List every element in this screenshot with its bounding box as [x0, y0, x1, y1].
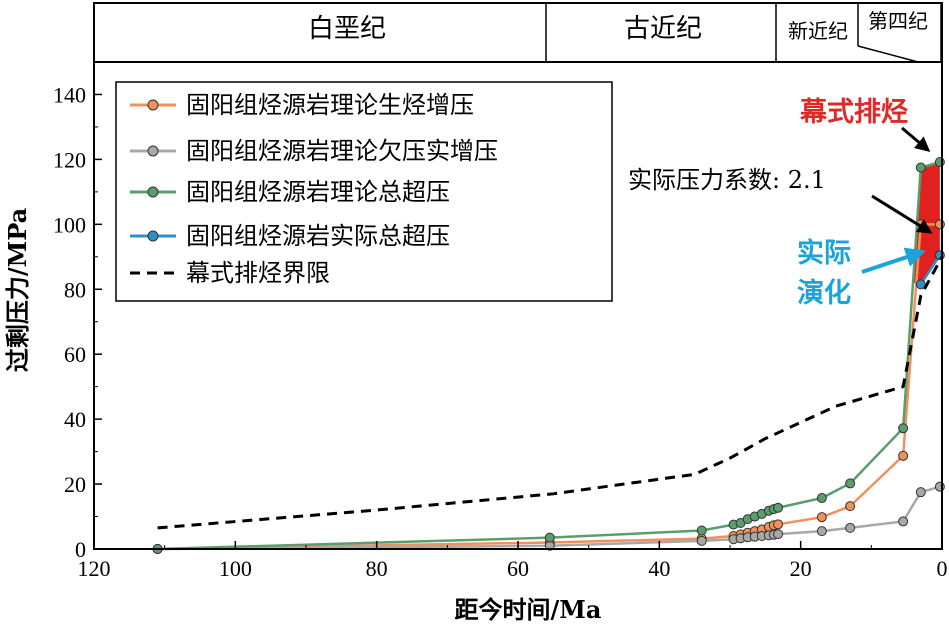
data-point-1: [696, 535, 707, 546]
y-tick-label: 40: [64, 407, 86, 432]
data-point-0: [898, 450, 909, 461]
data-point-1: [816, 526, 827, 537]
data-point-0: [773, 519, 784, 530]
legend-label-total-actual: 固阳组烃源岩实际总超压: [186, 222, 450, 250]
period-label-cretaceous: 白垩纪: [308, 14, 386, 44]
x-tick-label: 0: [937, 556, 948, 581]
data-point-1: [915, 487, 926, 498]
y-tick-label: 140: [53, 82, 86, 107]
legend-swatches: [130, 99, 176, 275]
annotation-actual-evolution-line1: 实际: [797, 237, 851, 269]
arrow-episodic: [901, 126, 931, 152]
y-tick-label: 60: [64, 342, 86, 367]
period-label-neogene: 新近纪: [788, 19, 848, 43]
data-point-1: [845, 522, 856, 533]
arrow-pressure-coefficient: [871, 194, 933, 234]
legend-label-expulsion-limit: 幕式排烃界限: [186, 259, 330, 287]
data-point-1: [898, 516, 909, 527]
x-tick-label: 100: [219, 556, 252, 581]
annotation-arrows: [861, 126, 933, 274]
legend-swatch-marker: [147, 145, 159, 157]
data-point-2: [696, 525, 707, 536]
period-label-quaternary: 第四纪: [868, 9, 928, 33]
series-group: [152, 156, 945, 554]
data-point-2: [544, 532, 555, 543]
annotation-episodic-expulsion: 幕式排烃: [799, 97, 908, 128]
annotation-actual-evolution-line2: 演化: [797, 277, 851, 309]
period-divider: [857, 45, 919, 63]
legend-label-generation: 固阳组烃源岩理论生烃增压: [186, 91, 474, 119]
data-point-1: [934, 481, 945, 492]
legend-swatch-marker: [147, 230, 159, 242]
legend-swatch-marker: [147, 99, 159, 111]
y-axis-title: 过剩压力/MPa: [3, 208, 32, 372]
x-tick-label: 60: [507, 556, 529, 581]
y-tick-label: 80: [64, 277, 86, 302]
series-line-3: [919, 254, 941, 286]
data-point-2: [845, 478, 856, 489]
legend-label-total-theoretical: 固阳组烃源岩理论总超压: [186, 178, 450, 206]
data-point-0: [845, 501, 856, 512]
series-line-4: [157, 256, 944, 530]
data-point-2: [816, 493, 827, 504]
data-point-2: [898, 423, 909, 434]
data-point-1: [773, 529, 784, 540]
data-point-0: [934, 219, 945, 230]
y-tick-label: 120: [53, 147, 86, 172]
arrow-actual-evolution: [861, 247, 926, 274]
y-tick-label: 0: [75, 537, 86, 562]
x-tick-label: 20: [790, 556, 812, 581]
y-tick-label: 100: [53, 212, 86, 237]
data-point-2: [934, 156, 945, 167]
x-axis-title: 距今时间/Ma: [455, 595, 602, 624]
data-point-2: [915, 162, 926, 173]
annotation-pressure-coefficient: 实际压力系数: 2.1: [628, 166, 826, 194]
legend-label-undercompaction: 固阳组烃源岩理论欠压实增压: [186, 137, 498, 165]
axes-group: 120 100 80 60 40 20 0 0 20 40 60 80 100 120 140: [53, 2, 948, 581]
legend-box: [115, 81, 613, 302]
period-label-paleogene: 古近纪: [624, 14, 702, 44]
legend-swatch-marker: [147, 186, 159, 198]
data-point-2: [773, 502, 784, 513]
x-tick-label: 40: [648, 556, 670, 581]
y-tick-label: 20: [64, 472, 86, 497]
legend: 固阳组烃源岩理论生烃增压 固阳组烃源岩理论欠压实增压 固阳组烃源岩理论总超压 固…: [115, 81, 613, 302]
x-tick-label: 120: [78, 556, 111, 581]
data-point-0: [816, 512, 827, 523]
x-tick-label: 80: [366, 556, 388, 581]
